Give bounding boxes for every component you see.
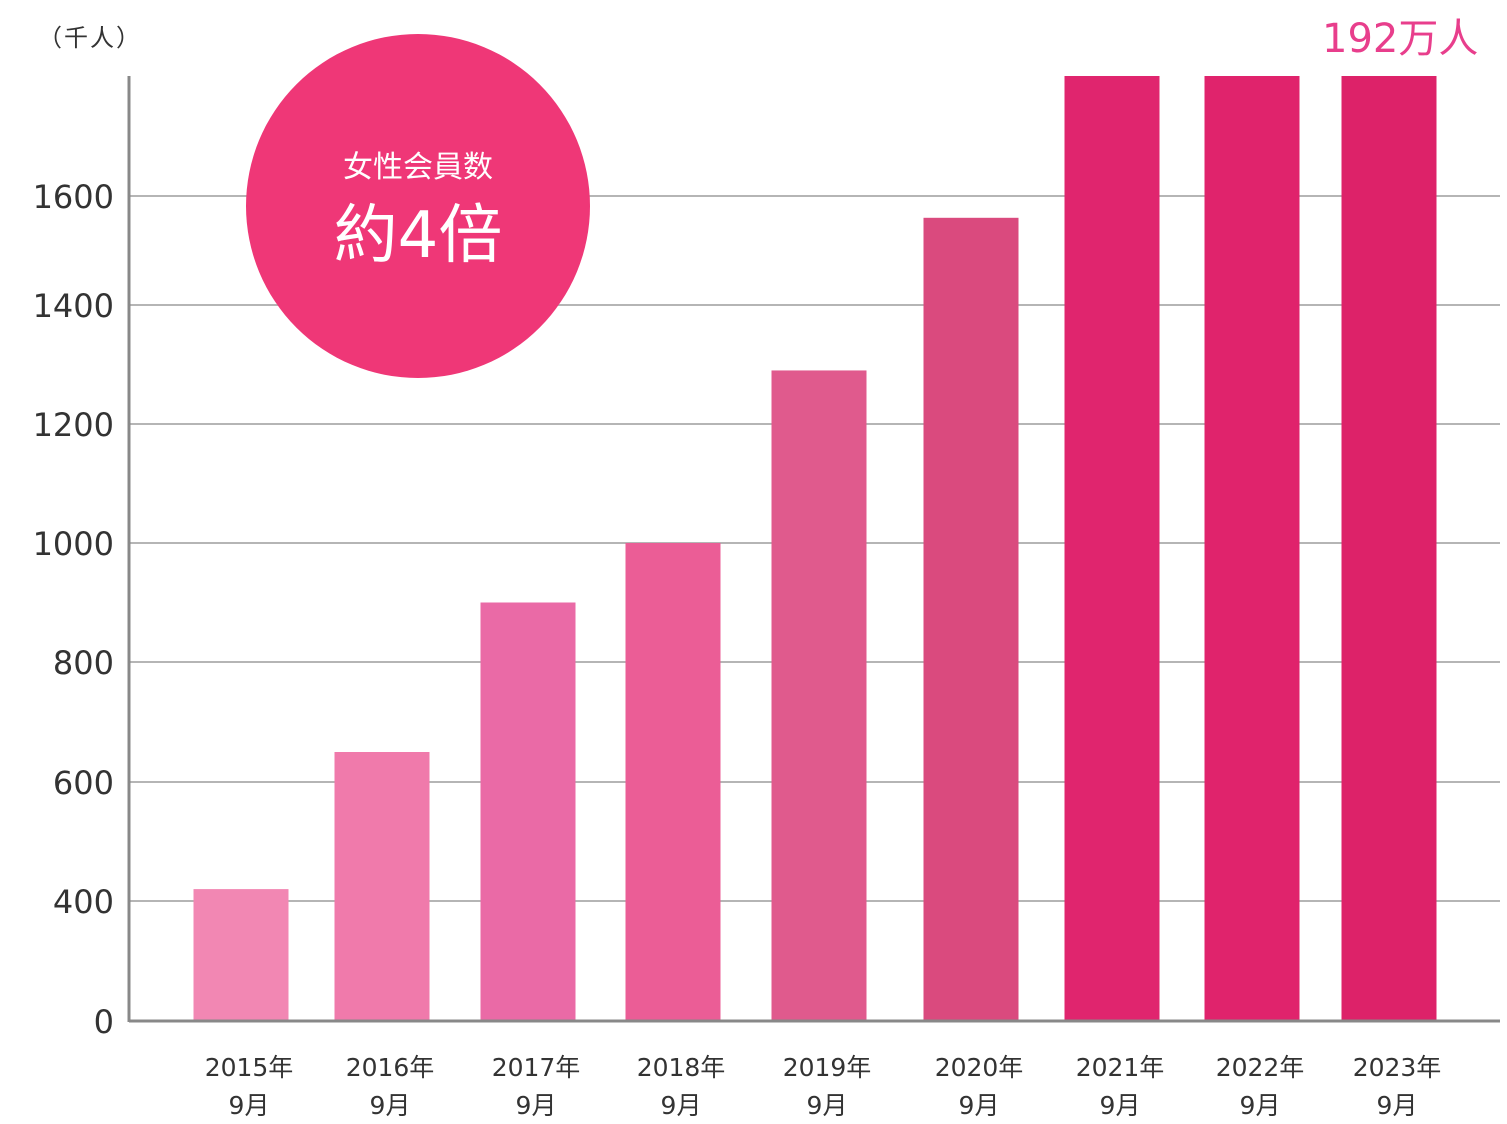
bar: [923, 217, 1019, 1022]
bar: [625, 543, 721, 1021]
x-tick-label: 9月: [516, 1091, 557, 1120]
x-tick-label: 9月: [959, 1091, 1000, 1120]
x-tick-label: 9月: [661, 1091, 702, 1120]
x-tick-label: 2020年: [935, 1053, 1024, 1082]
bar: [193, 889, 289, 1021]
bar: [1341, 76, 1437, 1021]
badge-headline: 約4倍: [333, 199, 503, 273]
y-tick-label: 1400: [33, 287, 114, 325]
bar: [771, 370, 867, 1021]
bar: [1204, 76, 1300, 1021]
x-tick-label: 2023年: [1353, 1053, 1442, 1082]
y-tick-label: 600: [53, 764, 114, 802]
badge-subtitle: 女性会員数: [343, 150, 493, 185]
y-tick-label: 400: [53, 883, 114, 921]
x-tick-label: 9月: [1377, 1091, 1418, 1120]
x-tick-label: 9月: [1240, 1091, 1281, 1120]
unit-label: （千人）: [38, 24, 142, 52]
x-tick-label: 9月: [807, 1091, 848, 1120]
latest-value-callout: 192万人: [1322, 16, 1479, 62]
x-tick-label: 2021年: [1076, 1053, 1165, 1082]
x-tick-label: 9月: [229, 1091, 270, 1120]
bar: [1064, 76, 1160, 1021]
x-tick-label: 9月: [1100, 1091, 1141, 1120]
x-tick-label: 2015年: [205, 1053, 294, 1082]
y-tick-label: 1000: [33, 525, 114, 563]
x-tick-label: 2017年: [492, 1053, 581, 1082]
bar: [480, 602, 576, 1021]
x-tick-label: 9月: [370, 1091, 411, 1120]
y-tick-label: 1200: [33, 406, 114, 444]
y-tick-label: 800: [53, 644, 114, 682]
growth-badge: 女性会員数 約4倍: [246, 34, 590, 378]
x-tick-label: 2016年: [346, 1053, 435, 1082]
bar: [334, 752, 430, 1021]
x-tick-label: 2022年: [1216, 1053, 1305, 1082]
y-tick-label: 0: [94, 1003, 114, 1041]
x-tick-label: 2018年: [637, 1053, 726, 1082]
x-tick-label: 2019年: [783, 1053, 872, 1082]
y-tick-label: 1600: [33, 178, 114, 216]
